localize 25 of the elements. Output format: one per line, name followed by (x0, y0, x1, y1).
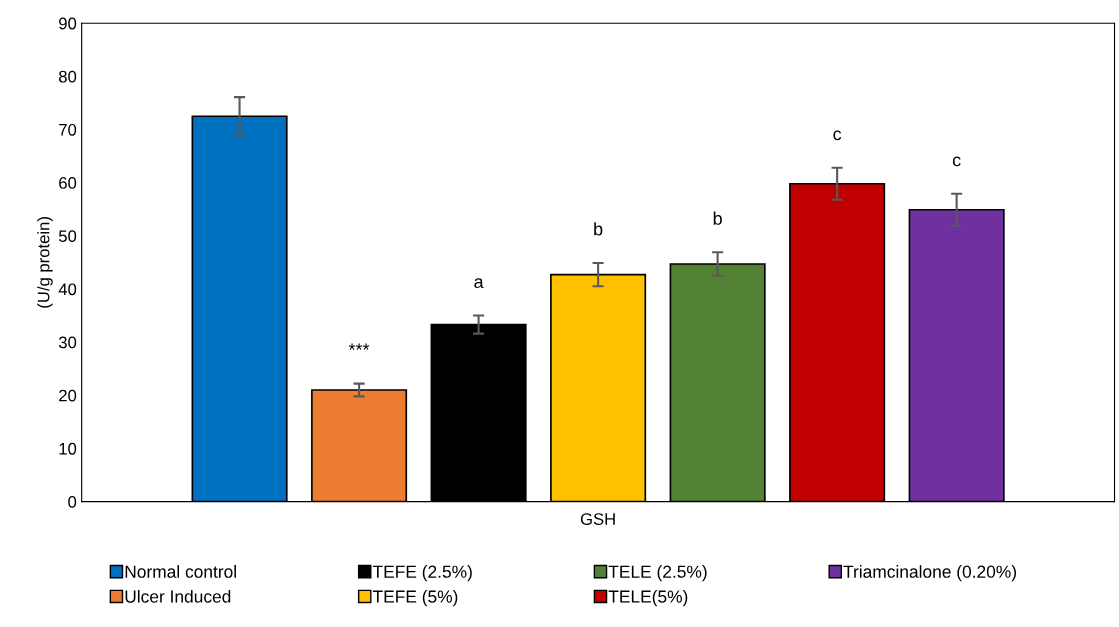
legend-label: Normal control (125, 565, 236, 578)
y-tick-label: 90 (59, 17, 77, 30)
y-tick-label: 80 (59, 70, 77, 83)
data-label: b (594, 222, 603, 236)
y-tick-label: 60 (59, 177, 77, 189)
y-tick-label: 10 (59, 442, 77, 455)
y-tick-label: 50 (58, 230, 77, 243)
x-tick-label: GSH (580, 513, 615, 525)
data-label: c (952, 156, 961, 167)
legend-label: Ulcer Induced (125, 589, 231, 603)
data-label: c (833, 130, 842, 141)
legend-label: Triamcinalone (0.20%) (843, 565, 1016, 582)
y-tick-label: 40 (58, 283, 77, 296)
data-label: a (474, 278, 484, 289)
y-tick-label: 30 (58, 336, 77, 349)
legend-label: TEFE (2.5%) (372, 565, 472, 582)
y-tick-label: 20 (59, 389, 77, 402)
y-tick-label: 70 (59, 123, 77, 136)
data-label: *** (348, 343, 370, 350)
legend-label: TELE (2.5%) (608, 565, 707, 582)
y-tick-label: 0 (68, 496, 77, 508)
legend-label: TEFE (5%) (372, 589, 458, 607)
legend-label: TELE(5%) (608, 589, 688, 607)
y-axis-title: (U/g protein) (37, 217, 53, 308)
data-label: b (713, 211, 722, 225)
